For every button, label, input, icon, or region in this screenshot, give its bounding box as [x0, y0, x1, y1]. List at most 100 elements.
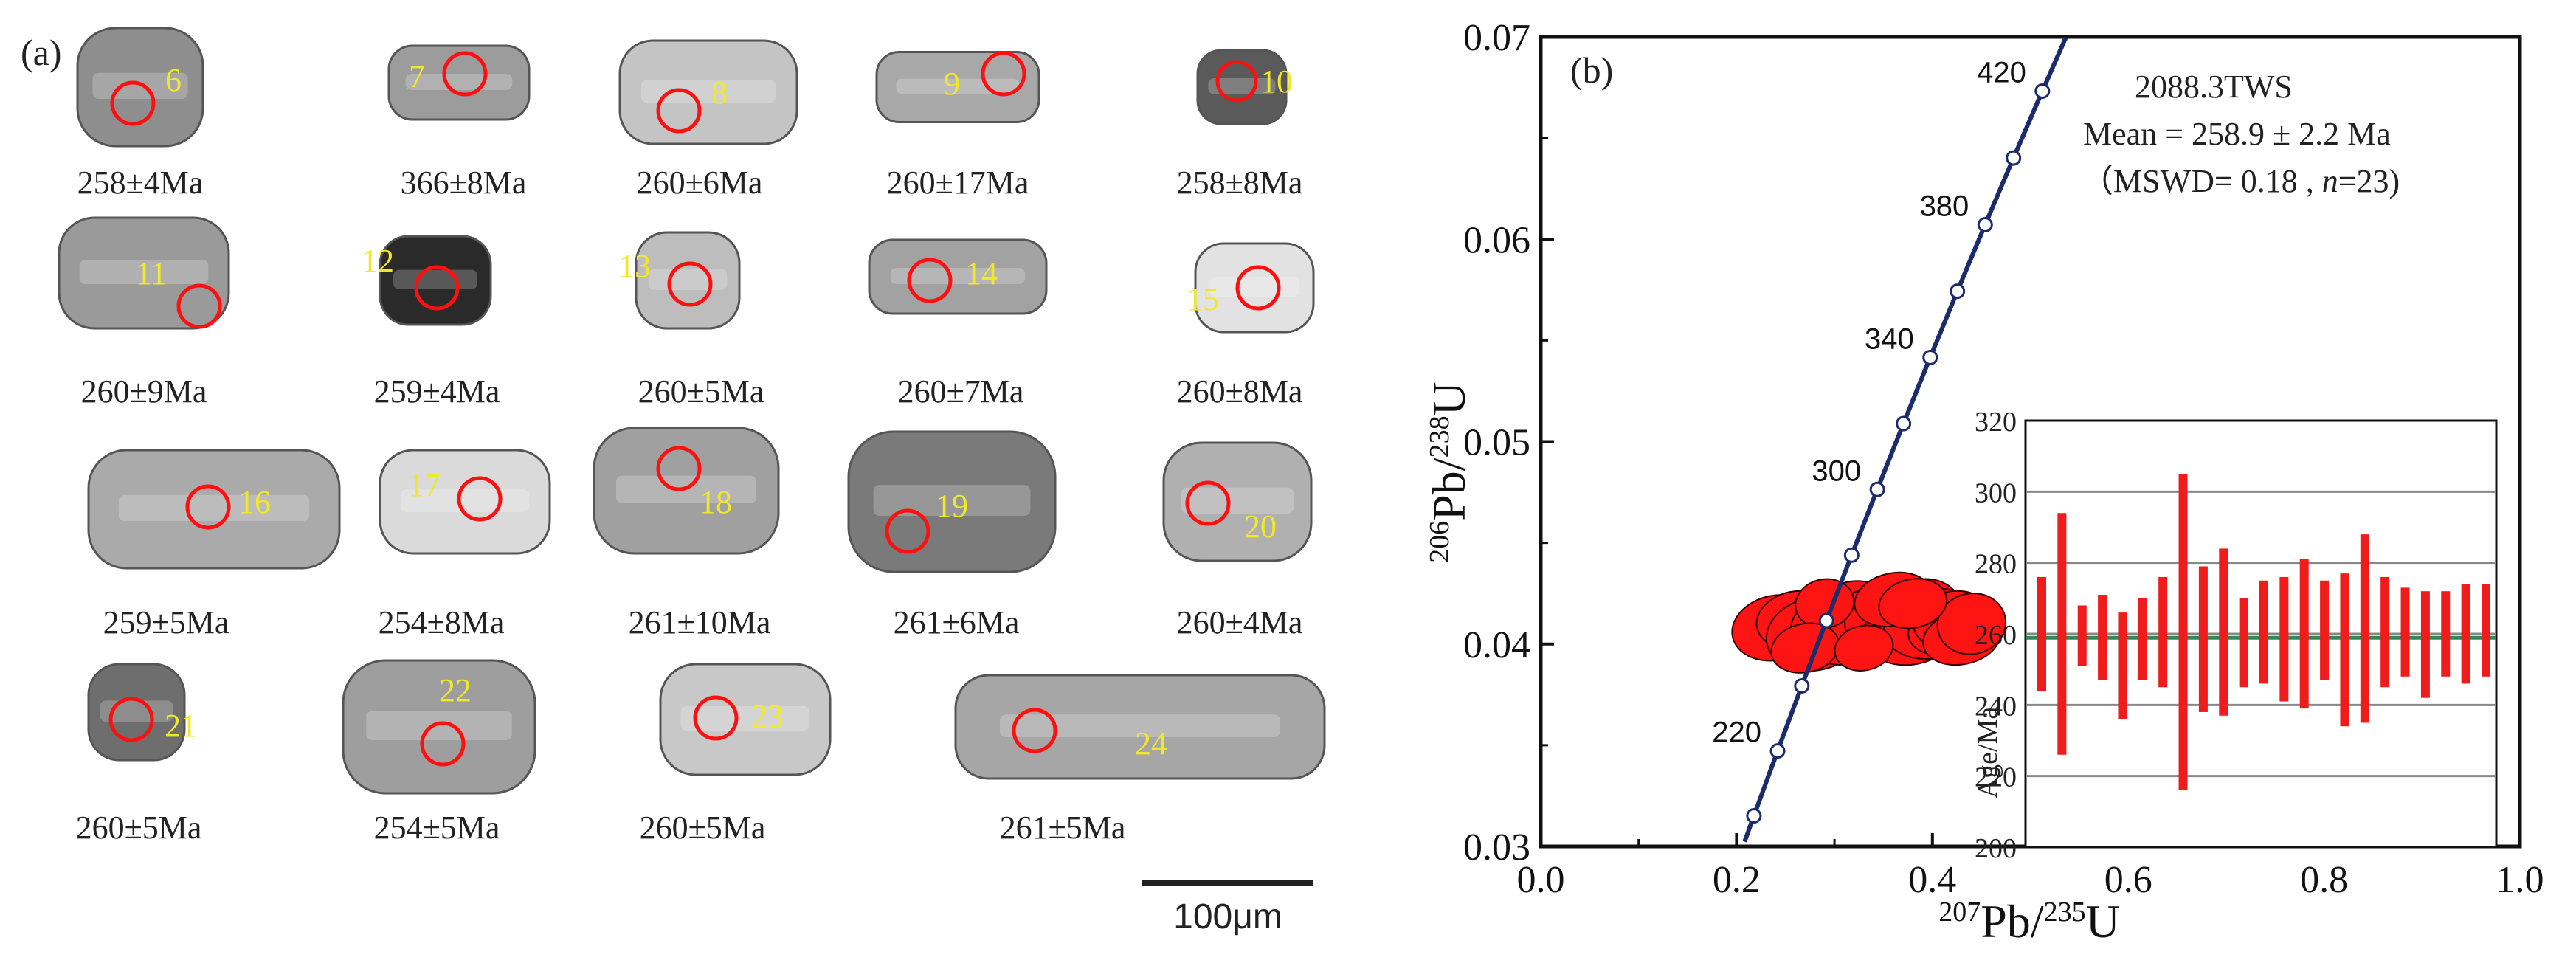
inset-y-axis-label: Age/Ma [1972, 707, 2003, 799]
zircon-grain-20: 20 260±4Ma [1162, 441, 1313, 641]
zircon-image-7 [387, 44, 531, 121]
zircon-image-8 [618, 39, 798, 145]
zircon-image-22 [342, 659, 536, 795]
concordia-age-marker-320 [1896, 415, 1912, 432]
zircon-image-11 [58, 216, 230, 330]
grain-number-24: 24 [1135, 725, 1167, 762]
inset-age-bar-12 [2279, 576, 2289, 702]
zircon-zoning-band-16 [118, 494, 310, 521]
inset-age-bar-13 [2299, 559, 2309, 709]
x-tick-label-1: 0.2 [1713, 859, 1761, 901]
inset-age-bar-15 [2340, 573, 2349, 727]
zircon-zoning-band-10 [1208, 78, 1276, 94]
chart-panel-label: (b) [1570, 49, 1613, 91]
grain-age-8: 260±6Ma [637, 165, 763, 201]
concordia-age-marker-420 [2034, 83, 2051, 99]
inset-age-bar-22 [2482, 584, 2490, 677]
inset-y-tick-label-6: 320 [1975, 407, 2017, 438]
concordia-age-marker-200 [1746, 808, 1762, 824]
concordia-curve-line [1742, 36, 2068, 843]
analysis-spot-20 [1185, 480, 1231, 526]
grain-age-9: 260±17Ma [887, 165, 1029, 201]
annotation-mean: Mean = 258.9 ± 2.2 Ma [2083, 116, 2391, 152]
x-tick-label-5: 1.0 [2496, 859, 2544, 901]
zircon-image-17 [379, 449, 551, 555]
concordia-age-marker-380 [1977, 217, 1993, 233]
grain-number-7: 7 [409, 58, 425, 94]
grain-age-23: 260±5Ma [640, 810, 766, 846]
analysis-spot-11 [176, 283, 222, 329]
concordia-age-label-340: 340 [1865, 322, 1914, 355]
inset-age-bar-18 [2400, 587, 2410, 677]
concordia-age-marker-360 [1950, 283, 1966, 300]
inset-age-bar-9 [2219, 548, 2228, 716]
zircon-grain-6: 6 258±4Ma [76, 27, 204, 201]
zircon-image-6 [76, 27, 204, 148]
analysis-spot-10 [1215, 60, 1258, 103]
inset-age-bar-6 [2158, 576, 2168, 688]
zircon-grain-23: 23 260±5Ma [640, 663, 832, 846]
analysis-spot-6 [110, 80, 156, 126]
zircon-grain-22: 22 254±5Ma [342, 659, 536, 846]
zircon-grain-9: 9 260±17Ma [875, 51, 1040, 201]
grain-age-10: 258±8Ma [1177, 165, 1303, 201]
zircon-grain-13: 13 260±5Ma [618, 231, 764, 410]
inset-age-bar-8 [2198, 566, 2208, 712]
concordia-age-marker-220 [1769, 743, 1786, 759]
inset-age-bar-4 [2118, 612, 2127, 719]
panel-a-zircon-images: (a) 6 258±4Ma 7 366±8Ma 8 260±6Ma 9 260±17Ma 10 2… [21, 27, 1326, 936]
analysis-spot-17 [457, 476, 503, 522]
analysis-spot-7 [442, 51, 488, 97]
grain-number-19: 19 [936, 488, 968, 524]
inset-age-bar-11 [2259, 580, 2268, 684]
zircon-image-24 [954, 674, 1326, 780]
zircon-zoning-band-15 [1209, 277, 1299, 297]
grain-age-19: 261±6Ma [894, 604, 1020, 641]
grain-number-14: 14 [965, 255, 998, 291]
grain-number-22: 22 [439, 672, 472, 708]
concordia-age-marker-300 [1869, 481, 1885, 497]
inset-age-bar-16 [2360, 534, 2369, 723]
zircon-zoning-band-19 [873, 485, 1031, 516]
zircon-image-18 [593, 427, 780, 555]
y-tick-label-4: 0.07 [1463, 17, 1530, 59]
zircon-image-20 [1162, 441, 1313, 562]
concordia-age-marker-240 [1794, 677, 1810, 694]
zircon-grain-17: 17 254±8Ma [379, 449, 551, 641]
analysis-spot-21 [108, 697, 154, 742]
concordia-age-marker-280 [1843, 547, 1860, 563]
concordia-age-label-380: 380 [1920, 190, 1969, 223]
inset-y-tick-label-3: 260 [1975, 620, 2017, 651]
y-axis-label: 206Pb/238U [1423, 382, 1475, 563]
grain-age-11: 260±9Ma [81, 373, 207, 410]
analysis-spot-23 [693, 695, 739, 741]
zircon-grain-21: 21 260±5Ma [76, 663, 202, 846]
inset-y-tick-label-1: 220 [1975, 762, 2017, 793]
error-ellipse-22 [1878, 578, 1948, 629]
grain-age-16: 259±5Ma [103, 604, 229, 641]
grain-age-14: 260±7Ma [898, 373, 1024, 410]
grain-age-15: 260±8Ma [1177, 373, 1303, 410]
zircon-zoning-band-22 [366, 711, 512, 740]
grain-age-6: 258±4Ma [77, 165, 204, 201]
annotation-mswd: （MSWD= 0.18 , n=23) [2081, 163, 2400, 199]
analysis-spot-15 [1235, 265, 1281, 311]
analysis-spot-8 [656, 88, 702, 134]
y-tick-label-3: 0.06 [1463, 219, 1530, 261]
error-ellipse-17 [1936, 592, 2007, 655]
grain-age-17: 254±8Ma [379, 604, 505, 641]
grain-number-23: 23 [751, 698, 784, 734]
grain-age-21: 260±5Ma [76, 810, 202, 846]
concordia-age-marker-260 [1818, 612, 1834, 629]
scale-bar-line [1142, 880, 1313, 886]
inset-age-bar-20 [2441, 591, 2451, 677]
y-tick-label-2: 0.05 [1463, 422, 1530, 464]
grain-number-15: 15 [1187, 281, 1219, 317]
analysis-spot-24 [1012, 708, 1057, 753]
y-tick-label-1: 0.04 [1463, 624, 1530, 666]
annotation-n-value: =23) [2338, 163, 2400, 199]
x-axis-label-sup-235: 235 [2044, 897, 2086, 928]
inset-y-tick-label-4: 280 [1975, 549, 2017, 580]
panel-b-concordia-chart: 220 300 340 380 420 0.0 0.2 0.4 0.6 0.8 1.0 0.03 0.… [1423, 17, 2544, 948]
